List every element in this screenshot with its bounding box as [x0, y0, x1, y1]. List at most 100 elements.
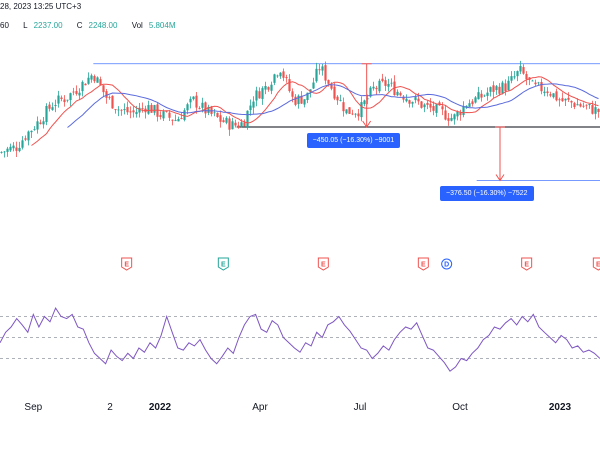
- candle-body: [183, 110, 186, 120]
- candle-body: [6, 148, 9, 152]
- candle-body: [432, 106, 435, 111]
- candle-body: [453, 114, 456, 120]
- candle-body: [138, 107, 141, 113]
- candle-body: [537, 82, 540, 84]
- candle-body: [222, 120, 225, 123]
- event-marker: E: [521, 257, 533, 271]
- candle: [498, 83, 501, 96]
- candle: [231, 117, 234, 130]
- candle-body: [285, 77, 288, 79]
- candle: [459, 109, 462, 121]
- candle: [159, 111, 162, 120]
- candle-body: [168, 112, 171, 118]
- candle: [336, 95, 339, 105]
- candle: [534, 79, 537, 87]
- candle: [372, 81, 375, 91]
- levels-layer[interactable]: [93, 63, 600, 181]
- candle: [171, 119, 174, 126]
- candle: [558, 97, 561, 107]
- event-badge: [317, 257, 329, 271]
- candle-body: [396, 91, 399, 96]
- candle-body: [33, 129, 36, 130]
- candle: [450, 113, 453, 122]
- candle-body: [51, 107, 54, 110]
- candle-body: [522, 67, 525, 74]
- candle: [111, 95, 114, 109]
- candle-body: [186, 104, 189, 111]
- candle-body: [246, 110, 249, 128]
- candle: [363, 99, 366, 107]
- candle-body: [213, 112, 216, 114]
- candle-body: [84, 83, 87, 86]
- candle: [519, 60, 522, 75]
- oscillator-line: [0, 307, 600, 372]
- candle: [510, 71, 513, 84]
- candle: [147, 100, 150, 115]
- candle: [198, 106, 201, 110]
- candle-body: [123, 109, 126, 111]
- candle: [435, 103, 438, 117]
- candle: [321, 63, 324, 76]
- candle-body: [210, 106, 213, 114]
- candle: [264, 81, 267, 95]
- candle-body: [492, 85, 495, 92]
- candle: [105, 88, 108, 104]
- candle: [444, 105, 447, 121]
- candle-body: [72, 91, 75, 93]
- candle: [492, 81, 495, 98]
- candle: [201, 97, 204, 113]
- ohlc-low: L 2237.00: [23, 21, 63, 30]
- candle: [276, 74, 279, 78]
- event-marker: E: [217, 257, 229, 271]
- candle-body: [63, 99, 66, 103]
- candle: [15, 141, 18, 158]
- candle: [531, 79, 534, 82]
- candle-body: [318, 69, 321, 71]
- candle: [471, 99, 474, 107]
- candle: [552, 93, 555, 99]
- candle-body: [18, 147, 21, 152]
- candle: [495, 84, 498, 95]
- candle: [300, 91, 303, 105]
- candle: [138, 103, 141, 118]
- candle: [252, 96, 255, 114]
- candle-body: [384, 80, 387, 86]
- x-tick-label: 2023: [549, 402, 572, 413]
- candle: [441, 102, 444, 116]
- candle: [294, 94, 297, 107]
- candle-body: [507, 80, 510, 91]
- candle: [126, 101, 129, 115]
- candle: [477, 86, 480, 100]
- candle: [297, 94, 300, 109]
- candle: [504, 79, 507, 96]
- measure-layer[interactable]: [361, 63, 505, 182]
- candle: [348, 107, 351, 115]
- candle: [204, 101, 207, 118]
- candle-body: [114, 109, 117, 111]
- candle: [567, 92, 570, 103]
- candle-body: [15, 147, 18, 151]
- event-marker: D: [441, 258, 453, 270]
- candle: [540, 78, 543, 95]
- candle: [132, 106, 135, 118]
- candle: [411, 101, 414, 108]
- candle-body: [111, 95, 114, 109]
- candle-body: [216, 112, 219, 118]
- candle-body: [156, 104, 159, 117]
- candle-body: [333, 86, 336, 99]
- candle-body: [357, 113, 360, 117]
- candle: [312, 77, 315, 90]
- candle: [237, 121, 240, 129]
- candle-body: [366, 98, 369, 100]
- candle-body: [90, 75, 93, 80]
- candle-body: [417, 98, 420, 102]
- candle-body: [147, 105, 150, 114]
- candle: [12, 142, 15, 152]
- candle: [594, 101, 597, 120]
- candle: [102, 85, 105, 97]
- candle-body: [57, 95, 60, 104]
- measure-label: −450.05 (−16.30%) −9001: [306, 133, 401, 149]
- candle: [123, 103, 126, 115]
